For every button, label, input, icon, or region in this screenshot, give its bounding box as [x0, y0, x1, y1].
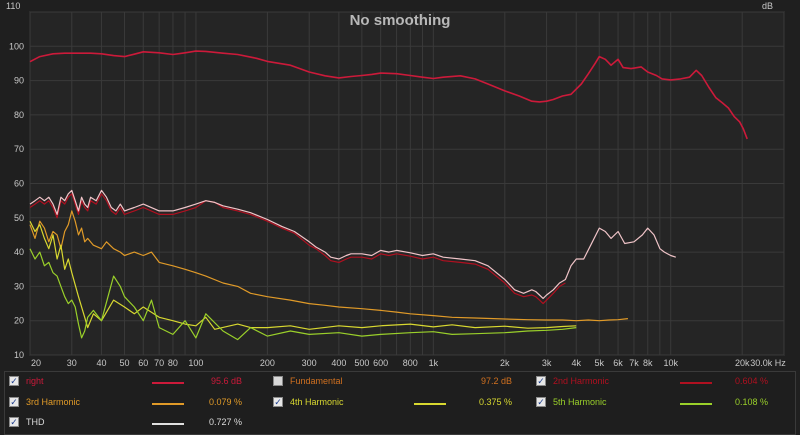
- legend-value-right: 95.6 dB: [210, 376, 242, 386]
- x-tick-label: 4k: [572, 358, 582, 368]
- series-line-3rd-harmonic: [29, 210, 628, 322]
- checkbox-5th-harmonic[interactable]: ✓: [536, 397, 546, 407]
- x-tick-label: 400: [331, 358, 346, 368]
- series-line-5th-harmonic: [29, 248, 577, 341]
- legend-label-right: right: [26, 376, 44, 386]
- x-tick-label: 30: [67, 358, 77, 368]
- grid-lines: [29, 11, 785, 356]
- checkbox-2nd-harmonic[interactable]: ✓: [536, 376, 546, 386]
- x-axis-ticks: 20 30 40 50 60 70 80 100 200 300 400 500 600 800 1k 2k 3…: [31, 358, 786, 368]
- y-tick-label: 30: [14, 281, 24, 291]
- checkbox-4th-harmonic[interactable]: ✓: [273, 397, 283, 407]
- x-tick-label: 20: [31, 358, 41, 368]
- legend-item-right[interactable]: ✓ right 95.6 dB: [9, 375, 259, 389]
- frequency-response-plot[interactable]: 10 20 30 40 50 60 70 80 90 100 20 30 40 50 60 70 80 100 2…: [0, 0, 800, 370]
- checkbox-thd[interactable]: ✓: [9, 417, 19, 427]
- x-tick-label: 10k: [663, 358, 678, 368]
- y-axis-ticks: 10 20 30 40 50 60 70 80 90 100: [9, 41, 24, 360]
- legend-value-4th-harmonic: 0.375 %: [478, 397, 512, 407]
- x-tick-label: 600: [373, 358, 388, 368]
- y-tick-label: 50: [14, 213, 24, 223]
- x-tick-label: 70: [154, 358, 164, 368]
- legend-label-3rd-harmonic: 3rd Harmonic: [26, 397, 81, 407]
- series-group: [29, 50, 748, 341]
- legend-value-3rd-harmonic: 0.079 %: [208, 397, 242, 407]
- y-tick-label: 20: [14, 316, 24, 326]
- checkbox-fundamental[interactable]: ✓: [273, 376, 283, 386]
- x-tick-label: 200: [260, 358, 275, 368]
- x-tick-label: 2k: [500, 358, 510, 368]
- x-tick-label: 300: [302, 358, 317, 368]
- y-tick-label: 100: [9, 41, 24, 51]
- legend-swatch-thd: [152, 423, 184, 425]
- legend-label-2nd-harmonic: 2nd Harmonic: [553, 376, 610, 386]
- legend-value-2nd-harmonic: 0.604 %: [734, 376, 768, 386]
- legend-label-thd: THD: [26, 417, 45, 427]
- legend-swatch-3rd-harmonic: [152, 403, 184, 405]
- x-tick-label: 1k: [429, 358, 439, 368]
- x-tick-label: 30.0k Hz: [750, 358, 786, 368]
- legend-swatch-4th-harmonic: [414, 403, 446, 405]
- x-tick-label: 6k: [613, 358, 623, 368]
- x-tick-label: 3k: [542, 358, 552, 368]
- legend-label-fundamental: Fundamental: [290, 376, 343, 386]
- x-tick-label: 20k: [735, 358, 750, 368]
- y-tick-label: 10: [14, 350, 24, 360]
- x-tick-label: 5k: [595, 358, 605, 368]
- legend-item-thd[interactable]: ✓ THD 0.727 %: [9, 416, 259, 430]
- x-tick-label: 60: [138, 358, 148, 368]
- legend-item-fundamental[interactable]: ✓ Fundamental 97.2 dB: [273, 375, 518, 389]
- x-tick-label: 8k: [643, 358, 653, 368]
- checkbox-right[interactable]: ✓: [9, 376, 19, 386]
- y-tick-label: 60: [14, 179, 24, 189]
- legend-swatch-5th-harmonic: [680, 403, 712, 405]
- legend-value-fundamental: 97.2 dB: [480, 376, 512, 386]
- x-tick-label: 500: [354, 358, 369, 368]
- legend-value-5th-harmonic: 0.108 %: [734, 397, 768, 407]
- legend-panel: ✓ right 95.6 dB ✓ Fundamental 97.2 dB ✓ …: [4, 371, 796, 435]
- legend-item-2nd-harmonic[interactable]: ✓ 2nd Harmonic 0.604 %: [536, 375, 768, 389]
- x-tick-label: 50: [119, 358, 129, 368]
- legend-swatch-2nd-harmonic: [680, 382, 712, 384]
- x-tick-label: 100: [188, 358, 203, 368]
- x-tick-label: 40: [96, 358, 106, 368]
- legend-value-thd: 0.727 %: [208, 417, 242, 427]
- legend-swatch-right: [152, 382, 184, 384]
- legend-item-4th-harmonic[interactable]: ✓ 4th Harmonic 0.375 %: [273, 396, 518, 410]
- y-tick-label: 70: [14, 144, 24, 154]
- legend-item-5th-harmonic[interactable]: ✓ 5th Harmonic 0.108 %: [536, 396, 768, 410]
- y-tick-label: 90: [14, 76, 24, 86]
- series-line-2nd-harmonic: [29, 193, 566, 305]
- x-tick-label: 7k: [629, 358, 639, 368]
- x-tick-label: 800: [403, 358, 418, 368]
- checkbox-3rd-harmonic[interactable]: ✓: [9, 397, 19, 407]
- legend-label-4th-harmonic: 4th Harmonic: [290, 397, 344, 407]
- y-axis-unit-label: dB: [762, 1, 773, 11]
- series-line-right: [29, 50, 748, 140]
- x-tick-label: 80: [168, 358, 178, 368]
- legend-item-3rd-harmonic[interactable]: ✓ 3rd Harmonic 0.079 %: [9, 396, 259, 410]
- series-line-4th-harmonic: [29, 220, 577, 330]
- y-tick-label: 80: [14, 110, 24, 120]
- legend-label-5th-harmonic: 5th Harmonic: [553, 397, 607, 407]
- series-line-thd: [29, 189, 676, 299]
- y-axis-top-tick-label: 110: [6, 1, 20, 11]
- y-tick-label: 40: [14, 247, 24, 257]
- chart-title: No smoothing: [350, 12, 451, 29]
